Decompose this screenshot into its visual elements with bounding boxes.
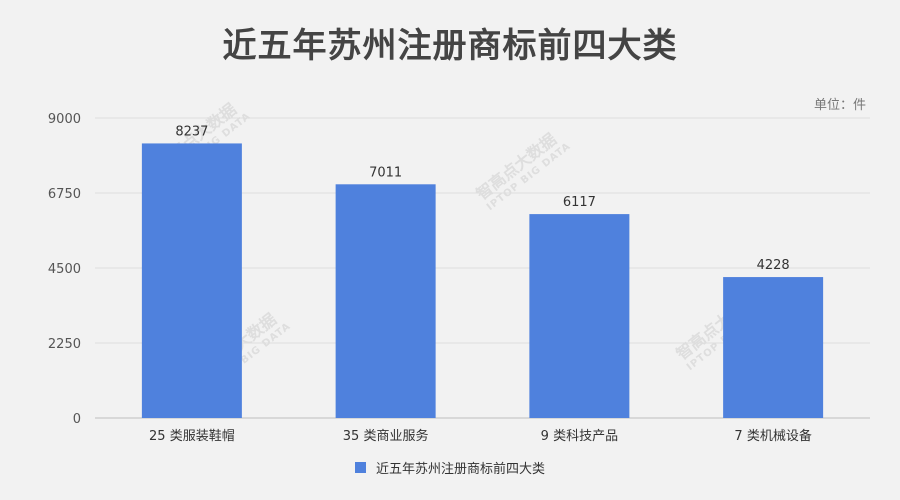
bar xyxy=(529,214,630,418)
legend-label: 近五年苏州注册商标前四大类 xyxy=(375,462,545,477)
unit-label: 单位：件 xyxy=(813,98,866,113)
y-tick-label: 9000 xyxy=(48,112,81,127)
x-tick-label: 9 类科技产品 xyxy=(541,429,618,444)
data-label: 6117 xyxy=(563,195,596,210)
x-tick-label: 35 类商业服务 xyxy=(343,428,429,444)
data-label: 8237 xyxy=(175,124,208,139)
y-tick-label: 6750 xyxy=(48,187,81,202)
bar xyxy=(723,277,824,418)
data-label: 7011 xyxy=(369,165,402,180)
legend: 近五年苏州注册商标前四大类 xyxy=(0,458,900,477)
x-tick-label: 7 类机械设备 xyxy=(734,428,811,444)
x-tick-label: 25 类服装鞋帽 xyxy=(149,428,235,444)
data-label: 4228 xyxy=(757,258,790,273)
y-tick-label: 4500 xyxy=(48,262,81,277)
y-tick-label: 2250 xyxy=(48,337,81,352)
bar xyxy=(335,184,436,418)
legend-swatch xyxy=(354,462,366,473)
chart-title: 近五年苏州注册商标前四大类 xyxy=(222,26,678,66)
y-tick-label: 0 xyxy=(73,412,81,427)
bar xyxy=(141,143,242,418)
